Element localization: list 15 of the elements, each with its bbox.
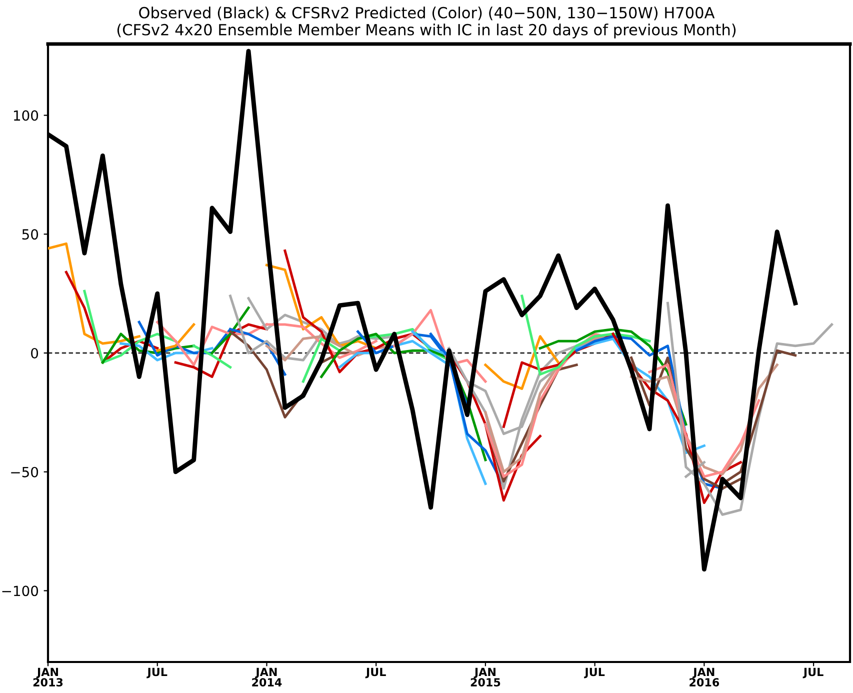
chart-title: Observed (Black) & CFSRv2 Predicted (Color) (40−50N, 130−150W) H700A — [139, 6, 715, 20]
y-tick-label: 100 — [14, 110, 38, 121]
x-tick-label: JUL — [146, 668, 168, 678]
x-tick-label: JAN 2015 — [470, 668, 500, 686]
x-tick-label: JUL — [584, 668, 605, 678]
x-tick-label: JUL — [365, 668, 386, 678]
y-tick-label: 50 — [22, 229, 38, 240]
x-tick-label: JAN 2016 — [690, 668, 720, 686]
y-tick-label: 0 — [31, 348, 38, 358]
x-tick-label: JAN 2013 — [33, 668, 63, 686]
x-tick-label: JAN 2014 — [252, 668, 282, 686]
y-tick-label: −50 — [11, 466, 38, 478]
chart-subtitle: (CFSv2 4x20 Ensemble Member Means with IC in last 20 days of previous Month) — [117, 24, 736, 38]
y-tick-label: −100 — [2, 586, 38, 596]
x-tick-label: JUL — [802, 668, 824, 678]
